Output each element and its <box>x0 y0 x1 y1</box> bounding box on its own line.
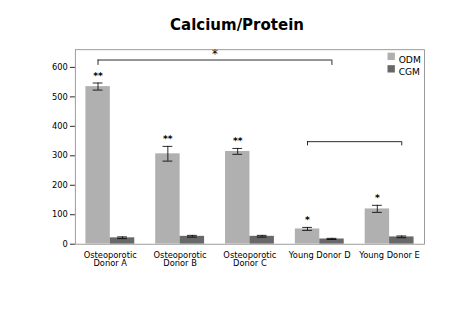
svg-text:0: 0 <box>63 239 68 249</box>
svg-text:OsteoporoticDonor A: OsteoporoticDonor A <box>84 250 137 268</box>
svg-text:400: 400 <box>52 121 68 131</box>
svg-text:500: 500 <box>52 92 68 102</box>
svg-text:**: ** <box>233 136 243 146</box>
svg-text:CGM: CGM <box>399 67 420 77</box>
svg-text:ODM: ODM <box>399 55 421 65</box>
svg-text:Young Donor D: Young Donor D <box>288 250 351 260</box>
svg-text:200: 200 <box>52 180 68 190</box>
svg-text:*: * <box>212 47 218 61</box>
html-text:Calcium/Protein: Calcium/Protein <box>170 16 304 34</box>
svg-text:OsteoporoticDonor C: OsteoporoticDonor C <box>223 250 276 268</box>
svg-text:**: ** <box>93 71 103 81</box>
svg-text:Young Donor E: Young Donor E <box>358 250 420 260</box>
svg-text:*: * <box>375 193 380 203</box>
svg-text:300: 300 <box>52 150 68 160</box>
svg-text:600: 600 <box>52 62 68 72</box>
svg-text:OsteoporoticDonor B: OsteoporoticDonor B <box>154 250 207 268</box>
svg-text:**: ** <box>163 134 173 144</box>
svg-text:100: 100 <box>52 209 68 219</box>
svg-text:*: * <box>305 215 310 225</box>
